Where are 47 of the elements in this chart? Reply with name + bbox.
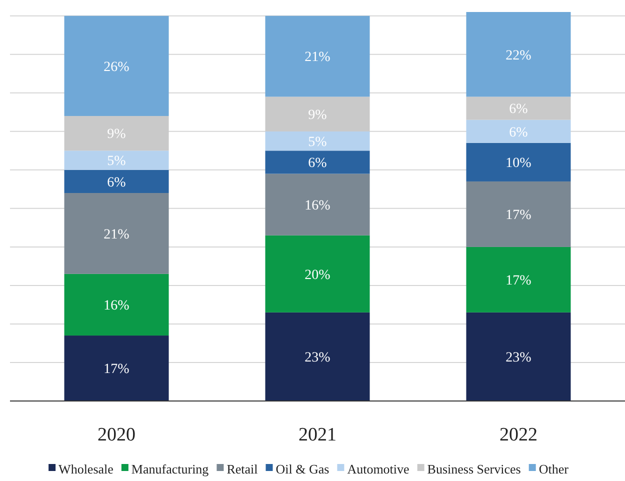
legend-label: Manufacturing bbox=[131, 462, 210, 477]
bar bbox=[466, 12, 571, 97]
data-label: 6% bbox=[308, 156, 328, 172]
data-label: 10% bbox=[506, 156, 532, 172]
data-label: 23% bbox=[304, 350, 331, 366]
legend-label: Automotive bbox=[347, 462, 410, 477]
x-tick-label: 2022 bbox=[499, 424, 538, 446]
data-label: 22% bbox=[506, 48, 532, 64]
data-label: 26% bbox=[104, 60, 130, 75]
bar bbox=[64, 193, 169, 274]
bar bbox=[265, 131, 370, 151]
data-label: 5% bbox=[107, 154, 126, 170]
bar bbox=[265, 16, 370, 97]
data-label: 17% bbox=[506, 274, 532, 289]
x-tick-label: 2020 bbox=[98, 424, 136, 446]
bar bbox=[64, 16, 169, 116]
bar bbox=[265, 235, 370, 312]
bar bbox=[466, 96, 571, 120]
data-label: 23% bbox=[506, 350, 532, 366]
bar bbox=[466, 142, 571, 182]
bar bbox=[466, 312, 571, 401]
legend-label: Business Services bbox=[427, 462, 521, 477]
bar bbox=[466, 120, 571, 143]
data-label: 5% bbox=[308, 134, 328, 150]
data-label: 20% bbox=[304, 268, 331, 283]
data-label: 17% bbox=[506, 208, 532, 224]
legend-label: Oil & Gas bbox=[276, 462, 330, 477]
bar bbox=[466, 246, 571, 312]
legend-label: Wholesale bbox=[58, 462, 114, 477]
data-label: 21% bbox=[304, 50, 331, 66]
bar bbox=[64, 150, 169, 170]
data-label: 6% bbox=[509, 125, 528, 140]
data-label: 16% bbox=[304, 198, 331, 214]
bar bbox=[265, 312, 370, 401]
bar bbox=[64, 170, 169, 194]
bar bbox=[466, 181, 571, 247]
legend-label: Other bbox=[538, 462, 570, 477]
data-label: 17% bbox=[104, 362, 130, 378]
bar bbox=[265, 174, 370, 236]
bar bbox=[265, 150, 370, 174]
bar bbox=[64, 274, 169, 336]
x-tick-label: 2021 bbox=[298, 424, 336, 446]
data-label: 6% bbox=[107, 175, 126, 190]
data-label: 21% bbox=[104, 227, 130, 242]
data-label: 16% bbox=[104, 298, 130, 314]
bar bbox=[64, 336, 169, 401]
legend-label: Retail bbox=[226, 462, 258, 477]
